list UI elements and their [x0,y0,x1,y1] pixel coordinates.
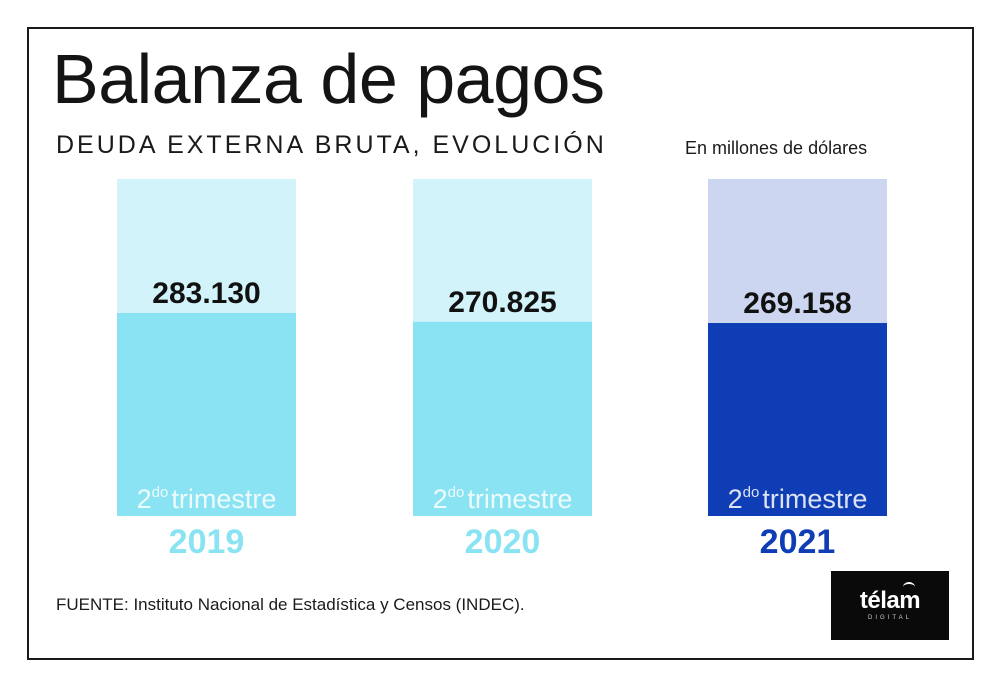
page-title: Balanza de pagos [52,40,605,118]
logo-signal-icon [903,582,915,592]
logo-subtitle: DIGITAL [868,615,912,621]
telam-logo: télam DIGITAL [831,571,949,640]
bar-period-label: 2do trimestre [433,484,573,514]
bar-value-label: 270.825 [448,286,556,319]
category-label: 2020 [465,523,541,561]
bar-period-label: 2do trimestre [137,484,277,514]
bar-period-label: 2do trimestre [728,484,868,514]
bar-value-label: 269.158 [743,287,851,320]
bar-value-label: 283.130 [152,277,260,310]
bar [117,313,296,516]
logo-wordmark: télam [859,587,921,614]
chart-frame [27,27,974,660]
category-label: 2019 [169,523,245,561]
bar [708,323,887,516]
bar [413,321,592,516]
category-label: 2021 [760,523,836,561]
unit-note: En millones de dólares [685,138,868,158]
chart-subtitle: DEUDA EXTERNA BRUTA, EVOLUCIÓN [56,131,607,159]
source-note: FUENTE: Instituto Nacional de Estadístic… [56,595,525,614]
